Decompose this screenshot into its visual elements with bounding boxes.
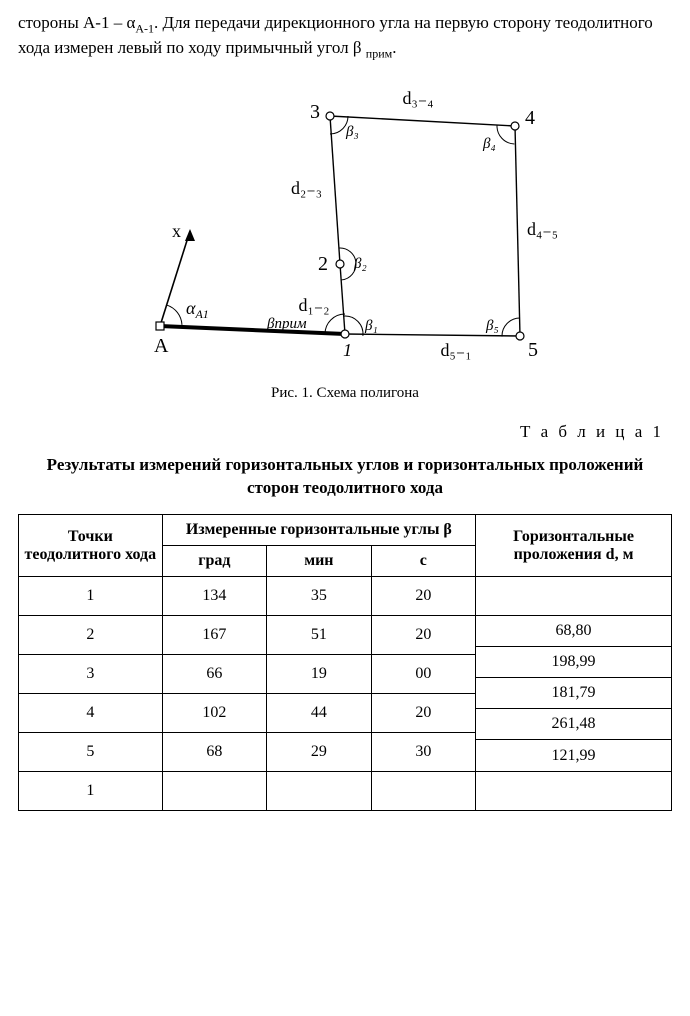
svg-text:β₂: β₂ <box>353 256 367 272</box>
intro-text-1: стороны A-1 – α <box>18 13 135 32</box>
col-angles-header: Измеренные горизонтальные углы β <box>162 515 475 546</box>
sec-cell <box>371 772 475 811</box>
dist-cell: 198,99 <box>476 647 672 678</box>
svg-text:1: 1 <box>343 340 352 360</box>
table-title: Результаты измерений горизонтальных угло… <box>22 454 668 500</box>
svg-text:3: 3 <box>310 101 320 123</box>
svg-text:β₅: β₅ <box>485 318 499 334</box>
svg-text:2: 2 <box>318 253 328 275</box>
sec-cell: 30 <box>371 733 475 772</box>
dist-cell: 121,99 <box>476 740 672 772</box>
svg-text:βприм: βприм <box>266 316 307 332</box>
svg-text:d₅₋₁: d₅₋₁ <box>441 340 472 360</box>
point-cell: 3 <box>19 655 163 694</box>
col-min-header: мин <box>267 546 371 577</box>
min-cell: 35 <box>267 577 371 616</box>
figure-container: x A 1 2 3 4 5 d₁₋₂ d₂₋₃ d₃₋₄ d₄₋₅ d₅₋₁ β₁ β₂ β₃ β₄ β₅ βпр… <box>18 71 672 381</box>
dist-cell: 181,79 <box>476 678 672 709</box>
min-cell: 29 <box>267 733 371 772</box>
deg-cell <box>162 772 266 811</box>
deg-cell: 66 <box>162 655 266 694</box>
deg-cell: 167 <box>162 616 266 655</box>
point-cell: 4 <box>19 694 163 733</box>
svg-text:4: 4 <box>525 107 535 129</box>
sec-cell: 20 <box>371 616 475 655</box>
col-sec-header: с <box>371 546 475 577</box>
dist-cell: 68,80 <box>476 616 672 647</box>
intro-paragraph: стороны A-1 – αA-1. Для передачи дирекци… <box>18 12 672 61</box>
intro-text-3: . <box>392 38 396 57</box>
svg-text:αA1: αA1 <box>186 298 209 321</box>
page: стороны A-1 – αA-1. Для передачи дирекци… <box>0 0 690 1016</box>
min-cell <box>267 772 371 811</box>
svg-text:d₂₋₃: d₂₋₃ <box>291 178 322 198</box>
deg-cell: 68 <box>162 733 266 772</box>
dist-stub-bottom <box>476 772 672 811</box>
svg-text:β₃: β₃ <box>345 124 359 140</box>
min-cell: 19 <box>267 655 371 694</box>
min-cell: 44 <box>267 694 371 733</box>
svg-text:β₁: β₁ <box>364 318 378 334</box>
sec-cell: 20 <box>371 577 475 616</box>
min-cell: 51 <box>267 616 371 655</box>
svg-text:5: 5 <box>528 339 538 361</box>
sec-cell: 20 <box>371 694 475 733</box>
dist-stub-top <box>476 577 672 616</box>
svg-text:A: A <box>154 335 169 357</box>
svg-text:d₃₋₄: d₃₋₄ <box>403 88 434 108</box>
point-cell: 1 <box>19 577 163 616</box>
figure-caption: Рис. 1. Схема полигона <box>18 385 672 402</box>
point-cell: 2 <box>19 616 163 655</box>
deg-cell: 134 <box>162 577 266 616</box>
svg-text:d₁₋₂: d₁₋₂ <box>299 295 330 315</box>
intro-sub-1: A-1 <box>135 21 154 35</box>
col-dist-header: Горизонтальные проложения d, м <box>476 515 672 577</box>
polygon-diagram: x A 1 2 3 4 5 d₁₋₂ d₂₋₃ d₃₋₄ d₄₋₅ d₅₋₁ β₁ β₂ β₃ β₄ β₅ βпр… <box>115 71 575 381</box>
col-deg-header: град <box>162 546 266 577</box>
point-cell: 5 <box>19 733 163 772</box>
dist-cell: 261,48 <box>476 709 672 740</box>
svg-text:β₄: β₄ <box>482 136 496 152</box>
col-points-header: Точки теодолитного хода <box>19 515 163 577</box>
deg-cell: 102 <box>162 694 266 733</box>
measurements-table: Точки теодолитного ходаИзмеренные горизо… <box>18 514 672 811</box>
sec-cell: 00 <box>371 655 475 694</box>
table-label: Т а б л и ц а 1 <box>18 422 664 442</box>
svg-text:d₄₋₅: d₄₋₅ <box>527 219 558 239</box>
svg-text:x: x <box>172 221 181 241</box>
point-cell: 1 <box>19 772 163 811</box>
intro-sub-2: прим <box>366 46 392 60</box>
